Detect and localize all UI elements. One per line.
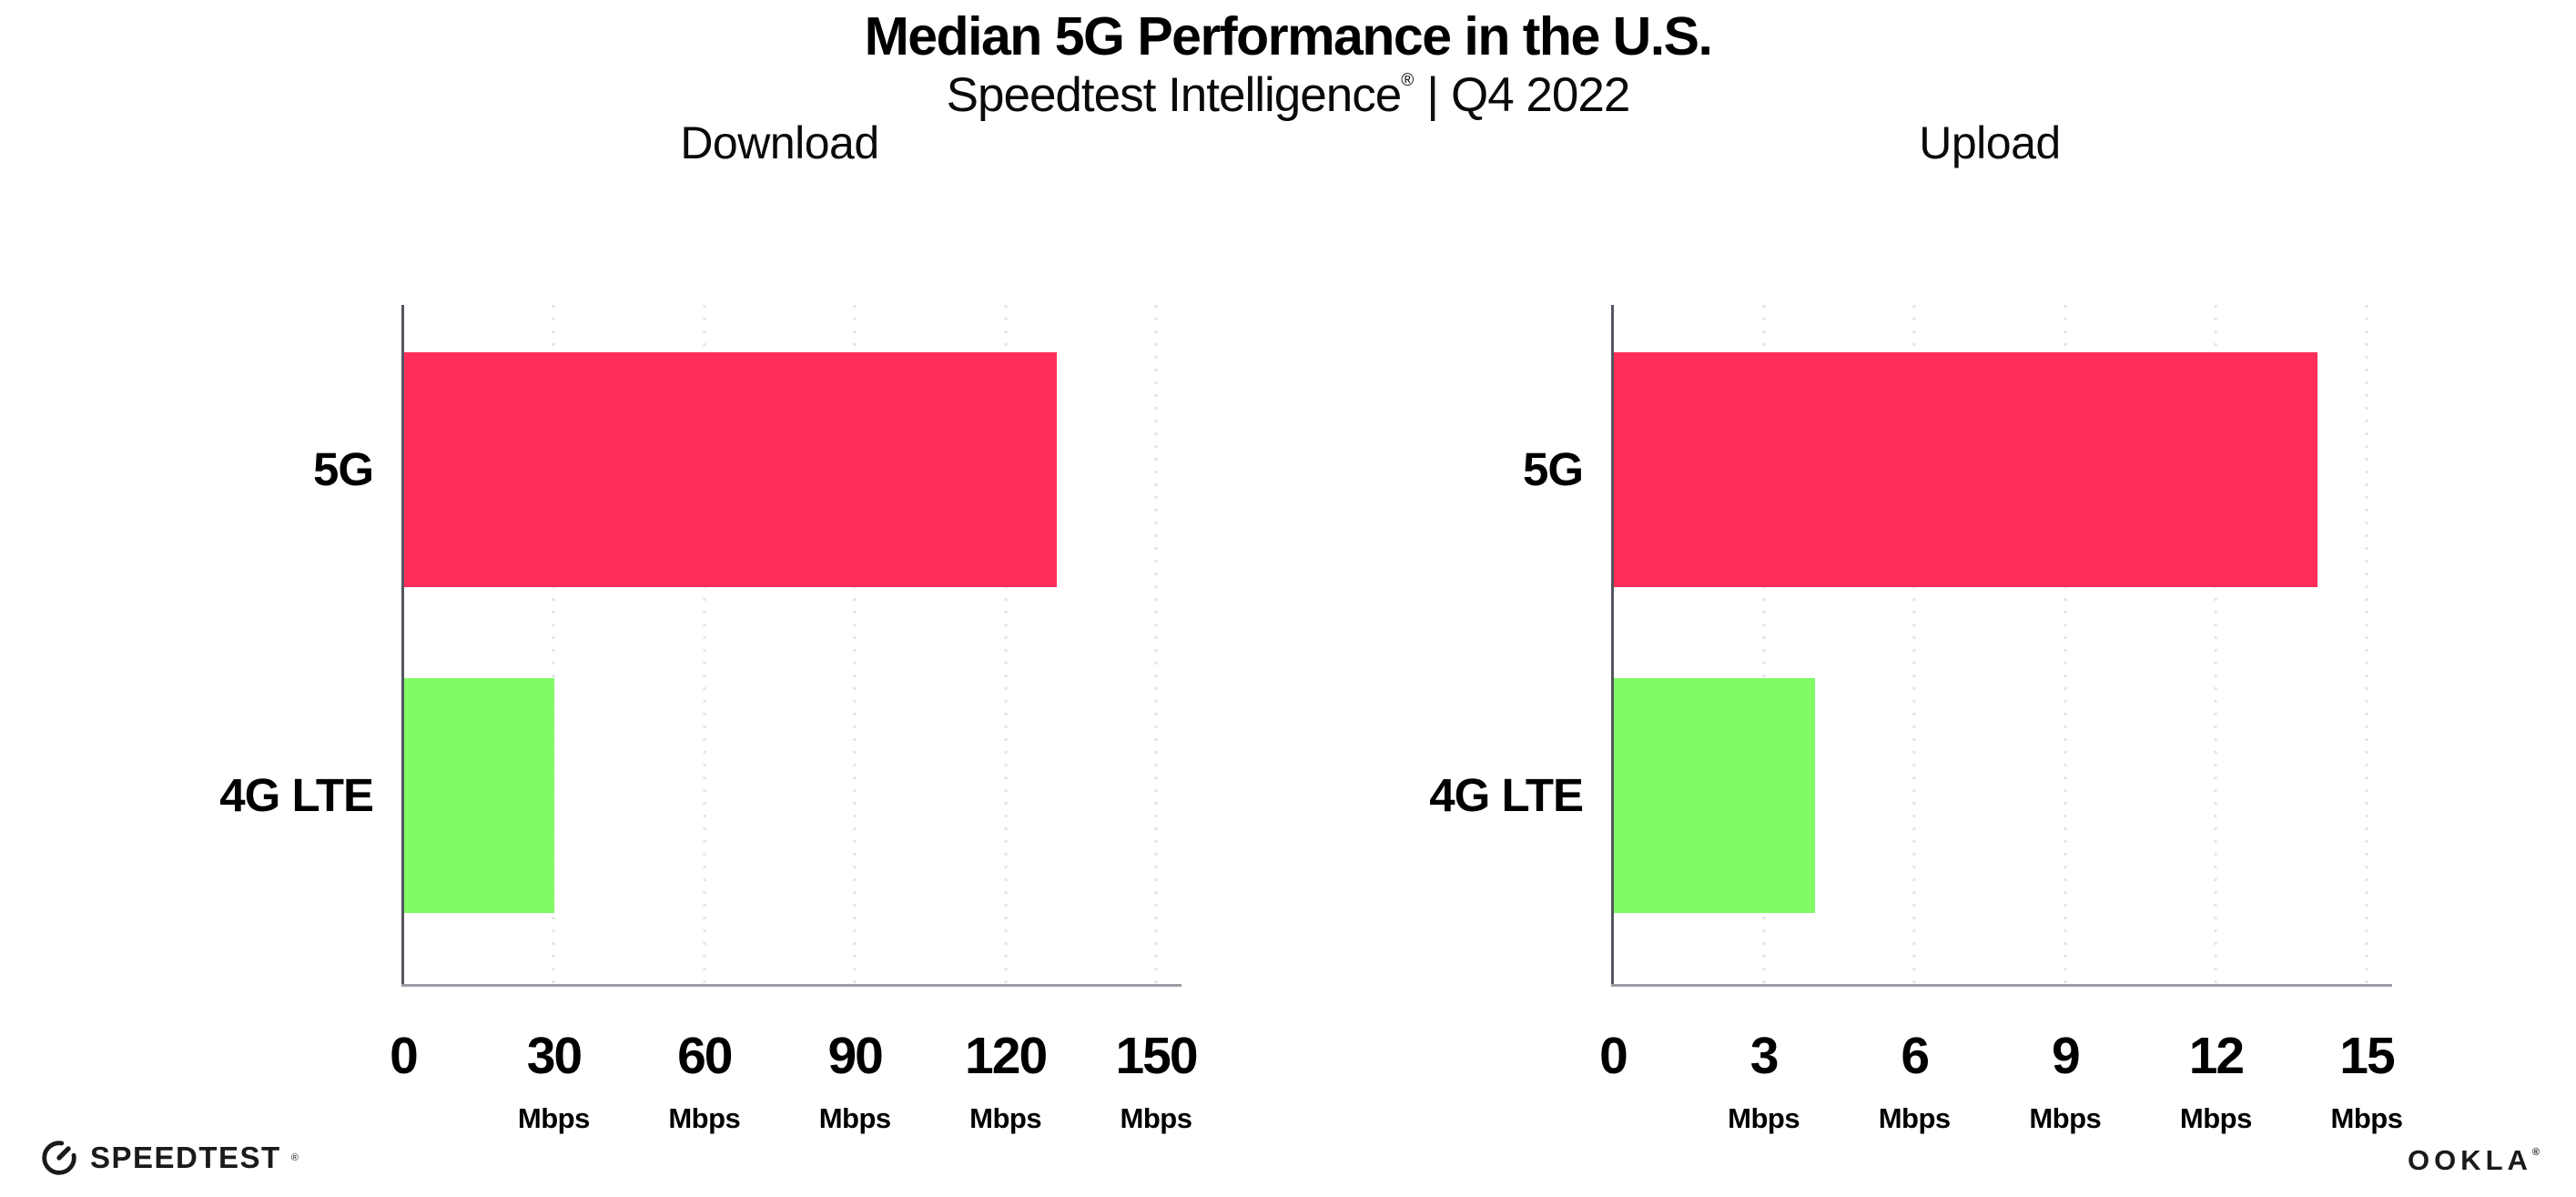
speedtest-wordmark: SPEEDTEST [90, 1141, 281, 1174]
x-tick-label-30: 30 [526, 1027, 583, 1085]
subtitle-brand: Speedtest Intelligence [946, 68, 1403, 122]
gridline-12-mbps [2214, 305, 2217, 984]
x-tick-unit-label: Mbps [2029, 1102, 2102, 1134]
x-tick-unit-label: Mbps [1120, 1102, 1192, 1134]
x-tick-label-6: 6 [1901, 1027, 1930, 1085]
x-tick-label-12: 12 [2188, 1027, 2245, 1085]
upload-chart-plot: 5G 4G LTE 0 3 Mbps 6 Mbps 9 Mbps 12 Mbps 15 Mbps [1429, 305, 2403, 1134]
gridline-120-mbps [1004, 305, 1008, 984]
gridline-6-mbps [1912, 305, 1916, 984]
x-tick-label-0: 0 [390, 1027, 419, 1085]
bar-4g-lte [404, 678, 555, 913]
x-tick-unit-label: Mbps [517, 1102, 590, 1134]
x-tick-unit-label: Mbps [668, 1102, 741, 1134]
gridline-3-mbps [1762, 305, 1766, 984]
x-tick-unit-label: Mbps [818, 1102, 891, 1134]
x-tick-label-9: 9 [2051, 1027, 2081, 1085]
bar-5g [1614, 352, 2317, 587]
gridline-30-mbps [552, 305, 555, 984]
ookla-wordmark: OOKLA [2407, 1144, 2532, 1176]
x-axis-line [1611, 984, 2392, 987]
category-label-4g-lte: 4G LTE [219, 769, 374, 821]
gridline-150-mbps [1154, 305, 1158, 984]
subtitle-period: Q4 2022 [1450, 68, 1630, 122]
registered-mark: ® [1401, 71, 1415, 90]
bar-5g [404, 352, 1057, 587]
subtitle-separator: | [1426, 68, 1439, 122]
bar-4g-lte [1614, 678, 1815, 913]
ookla-registered-mark: ® [2531, 1147, 2540, 1158]
page-title: Median 5G Performance in the U.S. [864, 6, 1713, 66]
x-axis-line [401, 984, 1182, 987]
x-tick-unit-label: Mbps [1878, 1102, 1951, 1134]
gridline-9-mbps [2064, 305, 2067, 984]
speedtest-gauge-icon [38, 1137, 80, 1179]
x-tick-label-90: 90 [827, 1027, 883, 1085]
x-tick-label-120: 120 [965, 1027, 1048, 1085]
ookla-logo: OOKLA® [2408, 1144, 2540, 1177]
x-tick-label-150: 150 [1115, 1027, 1198, 1085]
x-tick-label-0: 0 [1599, 1027, 1628, 1085]
x-tick-label-15: 15 [2339, 1027, 2395, 1085]
x-tick-label-60: 60 [677, 1027, 733, 1085]
upload-chart-title: Upload [1919, 117, 2061, 168]
y-axis-line [401, 305, 404, 987]
x-tick-unit-label: Mbps [2330, 1102, 2403, 1134]
y-axis-line [1611, 305, 1614, 987]
gridline-60-mbps [703, 305, 706, 984]
x-tick-unit-label: Mbps [1728, 1102, 1800, 1134]
gridline-90-mbps [853, 305, 857, 984]
download-chart-title: Download [680, 117, 879, 168]
x-tick-label-3: 3 [1749, 1027, 1780, 1085]
speedtest-logo: SPEEDTEST ® [38, 1137, 299, 1179]
gridline-15-mbps [2365, 305, 2368, 984]
speedtest-registered-mark: ® [290, 1152, 299, 1163]
x-tick-unit-label: Mbps [969, 1102, 1042, 1134]
category-label-4g-lte: 4G LTE [1429, 769, 1584, 821]
download-chart-plot: 5G 4G LTE 0 30 Mbps 60 Mbps 90 Mbps 120 Mbps 150 Mbp… [219, 305, 1199, 1134]
category-label-5g: 5G [312, 443, 374, 495]
x-tick-unit-label: Mbps [2179, 1102, 2252, 1134]
page-subtitle: Speedtest Intelligence® | Q4 2022 [0, 67, 2576, 123]
category-label-5g: 5G [1522, 443, 1584, 495]
